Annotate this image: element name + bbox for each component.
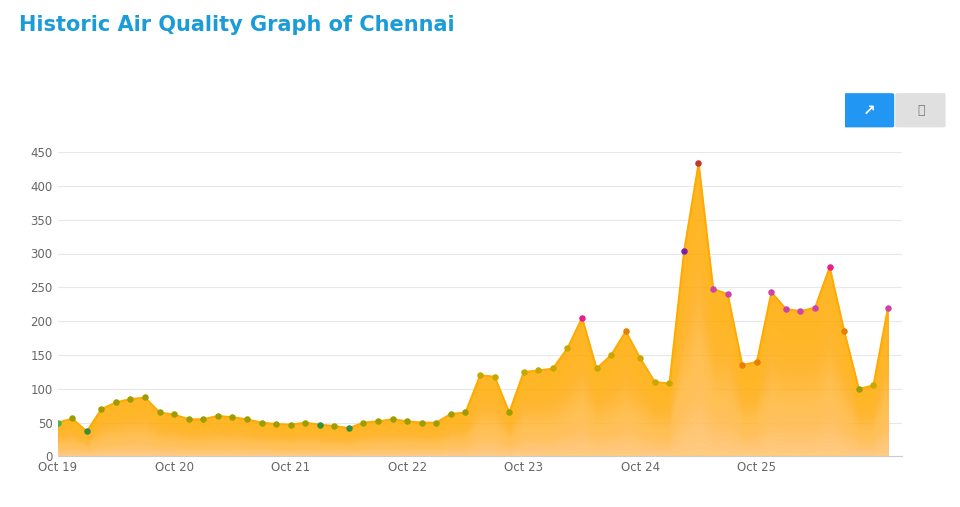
- Point: [516, 368, 532, 376]
- Point: [633, 354, 648, 363]
- Text: Worst: Worst: [812, 21, 852, 34]
- Point: [385, 415, 400, 423]
- Point: [574, 314, 589, 322]
- Text: 434: 434: [882, 26, 940, 55]
- Point: [458, 408, 473, 416]
- Text: Best: Best: [677, 21, 707, 34]
- Point: [749, 357, 764, 366]
- Point: [79, 427, 94, 436]
- Text: 2022-10-19: 2022-10-19: [677, 46, 733, 56]
- Text: ⎖: ⎖: [918, 104, 925, 117]
- Point: [152, 408, 167, 416]
- Point: [661, 379, 677, 387]
- Point: [371, 417, 386, 425]
- Text: Historic Air Quality Graph of Chennai: Historic Air Quality Graph of Chennai: [19, 15, 455, 35]
- FancyBboxPatch shape: [844, 93, 894, 127]
- Point: [444, 410, 459, 418]
- Point: [706, 284, 721, 293]
- Point: [793, 307, 808, 315]
- Point: [866, 381, 881, 389]
- Point: [253, 418, 269, 426]
- Point: [283, 420, 299, 428]
- Point: [531, 367, 546, 375]
- Point: [181, 415, 197, 423]
- Point: [239, 415, 254, 423]
- Point: [647, 378, 662, 386]
- Point: [298, 418, 313, 426]
- Point: [822, 263, 837, 271]
- Point: [763, 288, 779, 296]
- Point: [501, 408, 516, 416]
- Point: [779, 305, 794, 313]
- Point: [691, 159, 707, 167]
- Point: [50, 418, 65, 426]
- Point: [414, 418, 429, 426]
- Point: [720, 290, 735, 298]
- Point: [487, 373, 502, 381]
- Point: [836, 327, 852, 335]
- Point: [428, 418, 444, 426]
- Point: [64, 414, 80, 422]
- Point: [356, 418, 372, 426]
- Text: ↗: ↗: [863, 103, 876, 118]
- Point: [851, 385, 866, 393]
- FancyBboxPatch shape: [895, 93, 946, 127]
- Point: [807, 304, 823, 312]
- Point: [196, 415, 211, 423]
- Point: [399, 417, 415, 425]
- Point: [734, 361, 750, 369]
- Text: AQI-IN  ∨: AQI-IN ∨: [30, 103, 90, 116]
- Point: [312, 420, 327, 428]
- Point: [123, 395, 138, 403]
- Point: [94, 405, 109, 413]
- Point: [560, 344, 575, 352]
- Point: [472, 371, 488, 379]
- Text: 2022-10-24: 2022-10-24: [812, 46, 869, 56]
- Text: 7 Days  ∨: 7 Days ∨: [120, 103, 182, 116]
- Point: [676, 247, 691, 256]
- Point: [880, 304, 896, 312]
- Point: [341, 424, 356, 432]
- Point: [108, 398, 124, 406]
- Point: [618, 327, 634, 335]
- Point: [166, 410, 181, 418]
- Point: [588, 365, 604, 373]
- Text: 37: 37: [754, 26, 792, 55]
- Point: [545, 365, 561, 373]
- Point: [269, 420, 284, 428]
- Point: [225, 413, 240, 421]
- Point: [210, 412, 226, 420]
- Point: [604, 351, 619, 359]
- Point: [137, 393, 153, 402]
- Point: [326, 422, 342, 430]
